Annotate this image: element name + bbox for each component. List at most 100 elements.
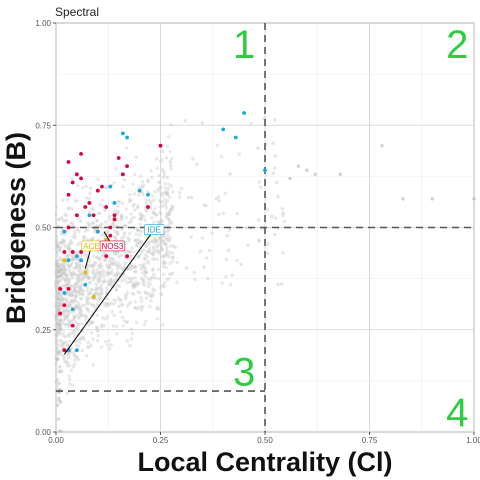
background-point: [150, 257, 155, 262]
background-point: [72, 272, 76, 277]
background-point: [166, 198, 170, 203]
background-point: [140, 299, 144, 303]
background-point: [92, 254, 96, 258]
background-point: [157, 220, 161, 225]
background-point: [131, 285, 136, 290]
background-point: [155, 243, 160, 248]
background-point: [64, 254, 68, 258]
background-point: [132, 215, 136, 219]
background-point: [80, 282, 84, 287]
point-red: [87, 201, 92, 205]
background-point: [119, 253, 123, 257]
background-point: [149, 169, 153, 173]
background-point: [98, 270, 102, 275]
background-point: [57, 304, 61, 308]
background-point: [59, 297, 63, 301]
background-point: [133, 264, 137, 268]
background-point: [69, 290, 73, 294]
background-point: [115, 251, 120, 256]
background-point: [95, 313, 100, 317]
background-point: [64, 284, 68, 288]
background-point: [66, 263, 70, 267]
background-point: [147, 246, 152, 251]
background-point: [78, 255, 82, 259]
point-red: [62, 250, 67, 254]
background-point: [96, 279, 101, 284]
background-point: [281, 251, 285, 255]
background-point: [62, 273, 67, 277]
background-point: [98, 266, 102, 270]
background-point: [106, 303, 111, 308]
background-point: [167, 195, 172, 199]
background-point: [118, 263, 122, 267]
background-point: [102, 274, 106, 278]
background-point: [266, 242, 270, 246]
background-point: [54, 247, 58, 251]
background-point: [133, 208, 137, 212]
background-point: [152, 288, 156, 292]
background-point: [56, 258, 61, 262]
background-point: [79, 310, 83, 314]
background-point: [93, 287, 98, 291]
background-point: [61, 340, 66, 345]
background-point: [73, 297, 77, 302]
background-point: [55, 260, 59, 264]
background-point: [94, 274, 98, 278]
background-point: [141, 192, 145, 197]
background-point: [126, 236, 130, 240]
background-point: [107, 263, 112, 268]
background-point: [73, 235, 77, 240]
background-point: [54, 379, 59, 383]
background-point: [129, 216, 134, 221]
background-point: [142, 283, 147, 287]
background-point: [133, 265, 137, 269]
background-point: [62, 271, 66, 276]
background-point: [74, 294, 79, 298]
background-point: [62, 357, 66, 361]
background-point: [54, 361, 58, 366]
background-point: [165, 191, 169, 195]
background-point: [214, 197, 218, 201]
background-point: [55, 275, 60, 279]
background-point: [70, 261, 74, 266]
background-point: [113, 252, 118, 256]
background-point: [169, 160, 173, 165]
background-point: [139, 308, 143, 312]
background-point: [59, 327, 63, 331]
background-point: [152, 211, 156, 215]
background-point: [84, 184, 88, 188]
background-point: [133, 270, 137, 274]
background-point: [62, 264, 66, 268]
background-point: [257, 180, 261, 184]
background-point: [91, 270, 95, 274]
background-point: [65, 343, 69, 347]
background-point: [125, 339, 129, 343]
background-point: [72, 314, 76, 318]
background-point: [96, 333, 101, 338]
background-point: [65, 301, 69, 305]
background-point: [113, 299, 118, 303]
background-point: [64, 218, 69, 222]
background-point: [89, 331, 94, 335]
x-tick-label: 0.75: [362, 436, 378, 445]
background-point: [74, 305, 78, 309]
background-point: [165, 245, 169, 249]
background-point: [170, 256, 175, 260]
background-point: [54, 205, 59, 209]
background-point: [60, 299, 65, 304]
background-point: [75, 257, 79, 262]
background-point: [136, 204, 140, 208]
background-point: [164, 216, 169, 220]
background-point: [66, 254, 70, 258]
background-point: [80, 292, 84, 296]
background-point: [140, 249, 144, 254]
point-red: [104, 205, 109, 209]
background-point: [61, 319, 65, 323]
background-point: [73, 285, 78, 289]
background-point: [112, 262, 117, 266]
background-point: [158, 205, 163, 209]
background-point: [105, 314, 110, 319]
background-point: [68, 263, 73, 267]
background-point: [179, 186, 184, 191]
background-point: [78, 311, 82, 316]
